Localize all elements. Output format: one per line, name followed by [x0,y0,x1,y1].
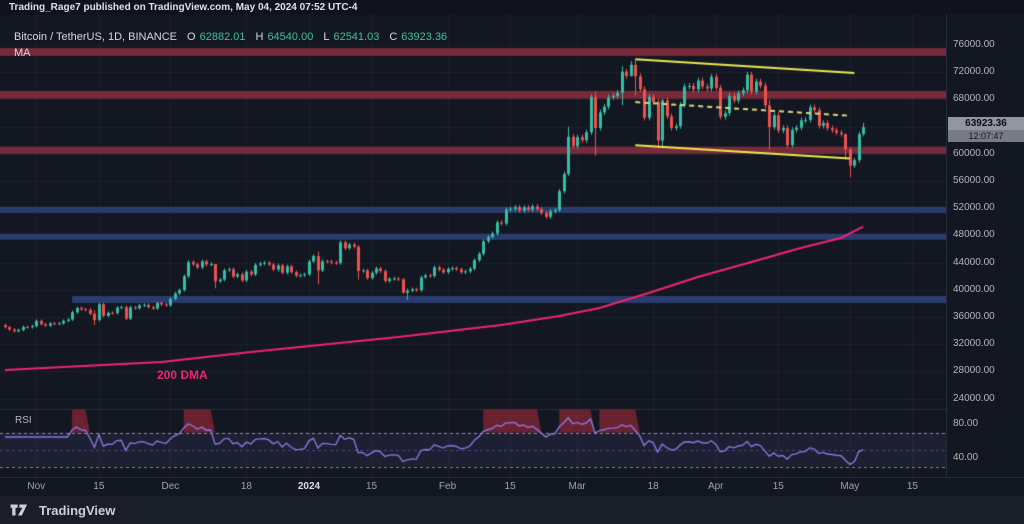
ohlc-values: O 62882.01 H 64540.00 L 62541.03 C 63923.36 [181,31,451,43]
time-tick-label: Dec [161,481,180,492]
rsi-tick-label: 40.00 [953,452,979,463]
price-tick-label: 68000.00 [953,93,995,105]
time-tick-label: Mar [568,481,586,492]
time-tick-label: 2024 [297,481,321,492]
price-tick-label: 40000.00 [953,283,995,295]
price-tick-label: 32000.00 [953,338,995,350]
ohlc-close-value: 63923.36 [401,31,448,43]
rsi-tick-label: 80.00 [953,418,979,429]
time-tick-label: May [840,481,860,492]
ohlc-open-value: 62882.01 [199,31,246,43]
price-chart-canvas[interactable] [0,14,946,477]
tradingview-logo-icon[interactable] [10,503,32,517]
price-tick-label: 44000.00 [953,256,995,268]
last-price-value: 63923.36 [948,117,1024,130]
ohlc-close-label: C [389,31,398,43]
time-tick-label: Nov [27,481,46,492]
price-tick-label: 28000.00 [953,365,995,377]
price-tick-label: 56000.00 [953,174,995,186]
price-tick-label: 60000.00 [953,147,995,159]
price-tick-label: 76000.00 [953,39,995,50]
time-tick-label: 15 [772,481,784,492]
ohlc-low-label: L [323,31,330,43]
time-axis[interactable]: Nov 15 Dec 18 2024 15 Feb 15 Mar 18 Apr 15 May 15 [0,477,1024,495]
ohlc-low-value: 62541.03 [333,31,380,43]
ohlc-high-label: H [255,31,264,43]
time-tick-label: 15 [93,481,105,492]
price-tick-label: 72000.00 [953,66,995,78]
time-tick-label: 18 [240,481,252,492]
time-tick-label: Feb [438,481,457,492]
price-tick-label: 24000.00 [953,392,995,404]
price-tick-label: 52000.00 [953,202,995,214]
dma-200-label: 200 DMA [157,368,208,382]
price-tick-label: 48000.00 [953,229,995,241]
time-tick-label: 18 [647,481,659,492]
ohlc-high-value: 64540.00 [267,31,314,43]
chart-legend: Bitcoin / TetherUS, 1D, BINANCE O 62882.01… [14,31,455,59]
time-tick-label: 15 [504,481,516,492]
ohlc-open-label: O [187,31,196,43]
symbol-title[interactable]: Bitcoin / TetherUS, 1D, BINANCE [14,31,178,43]
time-tick-label: Apr [707,481,724,492]
rsi-indicator-legend[interactable]: RSI [15,415,32,426]
published-info-bar: Trading_Rage7 published on TradingView.c… [0,0,1024,15]
time-tick-label: 15 [906,481,918,492]
bar-countdown: 12:07:47 [948,130,1024,142]
price-tick-label: 36000.00 [953,310,995,322]
tradingview-brand-link[interactable]: TradingView [39,502,116,518]
footer-bar: TradingView [0,496,1024,524]
time-tick-label: 15 [365,481,378,492]
published-info-text: Trading_Rage7 published on TradingView.c… [9,2,358,13]
ma-indicator-legend[interactable]: MA [14,47,31,59]
last-price-badge[interactable]: 63923.36 12:07:47 [948,117,1024,142]
price-axis[interactable]: 63923.36 12:07:47 76000.00 72000.00 68000.… [946,14,1024,477]
